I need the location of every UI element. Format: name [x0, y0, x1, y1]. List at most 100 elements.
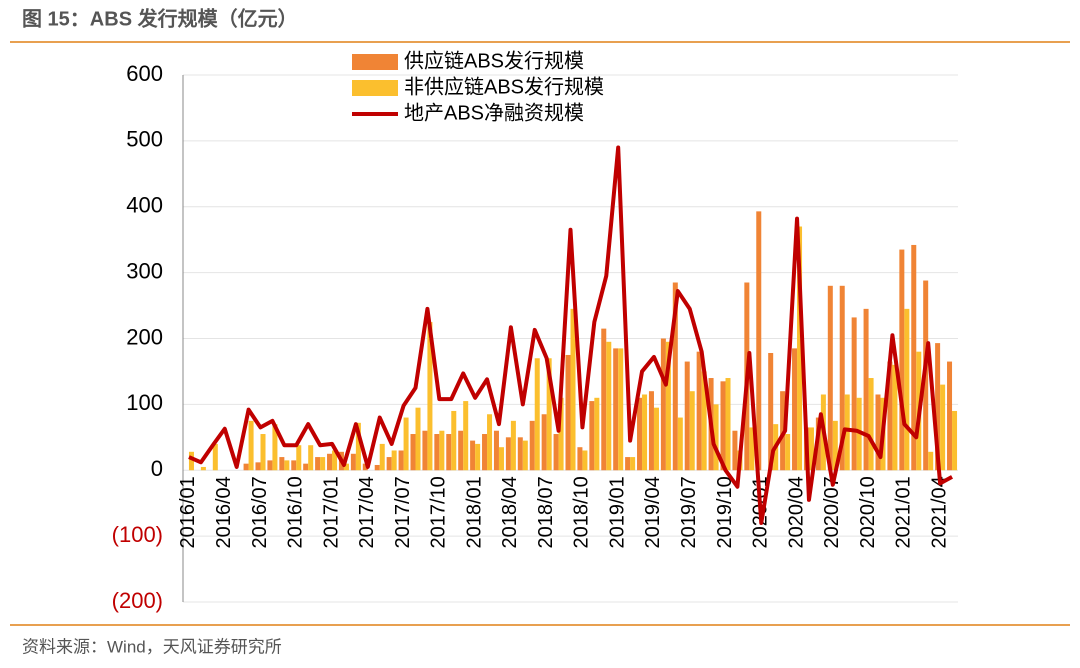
bar	[463, 401, 469, 471]
bar	[797, 226, 803, 471]
bar	[756, 211, 762, 471]
bar	[677, 417, 683, 471]
bar	[904, 308, 910, 471]
bar	[684, 361, 690, 471]
bar	[935, 343, 941, 471]
bar	[594, 397, 600, 471]
bar	[200, 466, 206, 471]
x-tick-label: 2018/07	[535, 476, 557, 548]
bar	[427, 322, 433, 471]
bar	[553, 434, 559, 471]
bar	[391, 450, 397, 471]
bar	[446, 434, 452, 471]
y-tick-label: 500	[126, 127, 163, 152]
bar	[720, 381, 726, 471]
bar	[487, 414, 493, 471]
bar	[689, 391, 695, 471]
bar	[732, 430, 738, 471]
bar	[493, 430, 499, 471]
bar	[255, 462, 261, 471]
bar	[267, 460, 273, 471]
bar	[541, 414, 547, 471]
bar	[725, 378, 731, 471]
y-tick-label: 200	[126, 324, 163, 349]
legend-swatch	[352, 54, 398, 70]
bar	[398, 450, 404, 471]
bar	[875, 394, 881, 471]
bar	[315, 457, 321, 471]
x-tick-label: 2021/01	[893, 476, 915, 548]
bar	[696, 351, 702, 471]
line	[188, 145, 954, 525]
bar	[296, 445, 302, 471]
y-tick-label: 100	[126, 390, 163, 415]
bar	[701, 371, 707, 471]
bar	[947, 361, 953, 471]
bar	[665, 341, 671, 471]
bar	[546, 358, 552, 471]
x-tick-label: 2018/04	[499, 476, 521, 548]
bar	[844, 394, 850, 471]
bar	[529, 420, 535, 471]
x-tick-label: 2016/10	[285, 476, 307, 548]
bar	[851, 317, 857, 471]
bar	[589, 401, 595, 471]
bar	[887, 361, 893, 471]
bar	[713, 404, 719, 471]
legend-label: 地产ABS净融资规模	[404, 101, 584, 124]
x-tick-label: 2020/07	[821, 476, 843, 548]
x-tick-label: 2018/01	[463, 476, 485, 548]
bar	[362, 463, 368, 471]
bar	[475, 443, 481, 471]
bar	[660, 338, 666, 471]
bar	[410, 434, 416, 471]
x-tick-label: 2019/01	[606, 476, 628, 548]
bar	[379, 443, 385, 471]
bar	[291, 460, 297, 471]
bar	[808, 427, 814, 471]
x-tick-label: 2017/07	[392, 476, 414, 548]
x-tick-label: 2016/01	[177, 476, 199, 548]
bar	[343, 463, 349, 471]
bar	[856, 397, 862, 471]
bar	[284, 460, 290, 471]
bar	[911, 244, 917, 471]
source: 资料来源：Wind，天风证券研究所	[22, 637, 282, 656]
y-tick-label: 0	[151, 456, 163, 481]
bar	[188, 451, 194, 471]
bar	[672, 282, 678, 471]
bar	[308, 445, 314, 471]
bar	[451, 410, 457, 471]
x-tick-label: 2021/04	[928, 476, 950, 548]
bar	[517, 437, 523, 471]
x-tick-label: 2019/04	[642, 476, 664, 548]
bar	[827, 285, 833, 471]
y-tick-label: (200)	[112, 588, 163, 613]
bar	[832, 420, 838, 471]
bar	[332, 450, 338, 471]
bar	[570, 308, 576, 471]
bar	[899, 249, 905, 471]
bar	[582, 450, 588, 471]
bar	[470, 440, 476, 471]
bar	[415, 407, 421, 471]
bar	[839, 285, 845, 471]
bar	[260, 434, 266, 471]
legend-label: 供应链ABS发行规模	[404, 49, 584, 72]
bar	[780, 391, 786, 471]
bar	[642, 394, 648, 471]
bar	[892, 364, 898, 471]
bar	[613, 348, 619, 471]
bar	[350, 453, 356, 471]
bar	[243, 463, 249, 471]
x-tick-label: 2020/04	[785, 476, 807, 548]
y-tick-label: 400	[126, 193, 163, 218]
bar	[434, 434, 440, 471]
bar	[303, 463, 309, 471]
bar	[625, 457, 631, 471]
bar	[785, 434, 791, 471]
bar	[606, 341, 612, 471]
bar	[928, 451, 934, 471]
bar	[510, 420, 516, 471]
